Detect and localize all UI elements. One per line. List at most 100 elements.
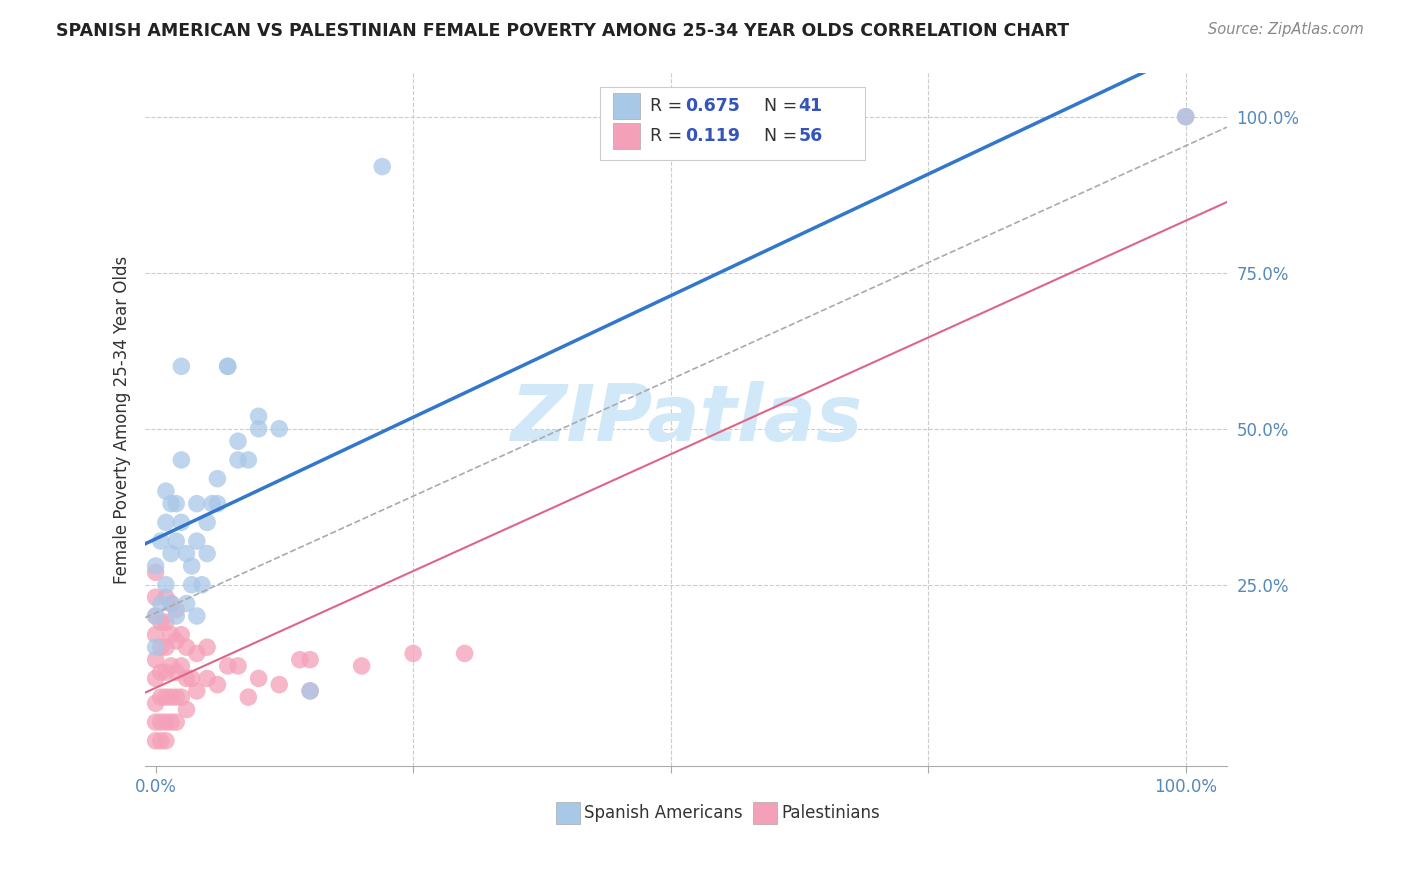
- Y-axis label: Female Poverty Among 25-34 Year Olds: Female Poverty Among 25-34 Year Olds: [114, 255, 131, 583]
- Point: [160, 659, 183, 673]
- Point: [299, 684, 322, 698]
- Text: 56: 56: [799, 127, 823, 145]
- Point: [149, 534, 172, 549]
- Point: [160, 690, 183, 705]
- Text: Source: ZipAtlas.com: Source: ZipAtlas.com: [1208, 22, 1364, 37]
- Text: Palestinians: Palestinians: [782, 804, 880, 822]
- Point: [299, 684, 322, 698]
- Text: ZIPatlas: ZIPatlas: [510, 382, 862, 458]
- FancyBboxPatch shape: [599, 87, 865, 160]
- Point: [160, 547, 183, 561]
- Point: [176, 547, 198, 561]
- Point: [176, 672, 198, 686]
- Point: [226, 434, 249, 449]
- Point: [149, 597, 172, 611]
- Point: [170, 359, 193, 374]
- Point: [186, 534, 208, 549]
- Point: [145, 653, 167, 667]
- Point: [155, 715, 177, 730]
- Point: [155, 578, 177, 592]
- Point: [160, 715, 183, 730]
- Point: [145, 609, 167, 624]
- Bar: [613, 123, 640, 149]
- Point: [207, 497, 229, 511]
- Point: [149, 665, 172, 680]
- Point: [155, 690, 177, 705]
- Text: R =: R =: [651, 127, 688, 145]
- Point: [170, 453, 193, 467]
- Point: [145, 591, 167, 605]
- Text: Spanish Americans: Spanish Americans: [585, 804, 742, 822]
- Text: 41: 41: [799, 97, 823, 115]
- Point: [186, 684, 208, 698]
- Point: [149, 734, 172, 748]
- Point: [145, 559, 167, 574]
- Point: [165, 715, 187, 730]
- Point: [371, 160, 394, 174]
- Point: [269, 422, 291, 436]
- Point: [165, 690, 187, 705]
- Point: [145, 609, 167, 624]
- Bar: [754, 802, 778, 824]
- Point: [226, 659, 249, 673]
- Point: [155, 640, 177, 655]
- Point: [186, 609, 208, 624]
- Point: [165, 609, 187, 624]
- Point: [217, 659, 239, 673]
- Bar: [557, 802, 581, 824]
- Point: [217, 359, 239, 374]
- Point: [170, 659, 193, 673]
- Point: [247, 422, 270, 436]
- Point: [149, 715, 172, 730]
- Point: [145, 566, 167, 580]
- Point: [201, 497, 224, 511]
- Point: [186, 647, 208, 661]
- Point: [165, 603, 187, 617]
- Point: [149, 690, 172, 705]
- Point: [155, 591, 177, 605]
- Bar: [613, 93, 640, 120]
- Point: [247, 409, 270, 424]
- Point: [207, 472, 229, 486]
- Point: [453, 647, 475, 661]
- Point: [165, 534, 187, 549]
- Point: [195, 547, 218, 561]
- Point: [180, 578, 202, 592]
- Point: [238, 690, 260, 705]
- Point: [195, 640, 218, 655]
- Point: [170, 690, 193, 705]
- Point: [165, 665, 187, 680]
- Text: 0.675: 0.675: [685, 97, 740, 115]
- Point: [217, 359, 239, 374]
- Point: [145, 715, 167, 730]
- Point: [160, 597, 183, 611]
- Point: [1174, 110, 1197, 124]
- Point: [155, 734, 177, 748]
- Point: [247, 672, 270, 686]
- Text: N =: N =: [763, 127, 803, 145]
- Point: [191, 578, 214, 592]
- Point: [145, 697, 167, 711]
- Text: SPANISH AMERICAN VS PALESTINIAN FEMALE POVERTY AMONG 25-34 YEAR OLDS CORRELATION: SPANISH AMERICAN VS PALESTINIAN FEMALE P…: [56, 22, 1070, 40]
- Point: [165, 634, 187, 648]
- Point: [145, 672, 167, 686]
- Text: N =: N =: [763, 97, 803, 115]
- Point: [238, 453, 260, 467]
- Point: [145, 640, 167, 655]
- Point: [160, 497, 183, 511]
- Point: [155, 484, 177, 499]
- Point: [186, 497, 208, 511]
- Point: [269, 678, 291, 692]
- Point: [145, 628, 167, 642]
- Point: [165, 497, 187, 511]
- Point: [155, 516, 177, 530]
- Point: [170, 628, 193, 642]
- Point: [195, 516, 218, 530]
- Point: [195, 672, 218, 686]
- Point: [176, 640, 198, 655]
- Point: [299, 653, 322, 667]
- Point: [226, 453, 249, 467]
- Text: R =: R =: [651, 97, 688, 115]
- Point: [180, 559, 202, 574]
- Point: [145, 734, 167, 748]
